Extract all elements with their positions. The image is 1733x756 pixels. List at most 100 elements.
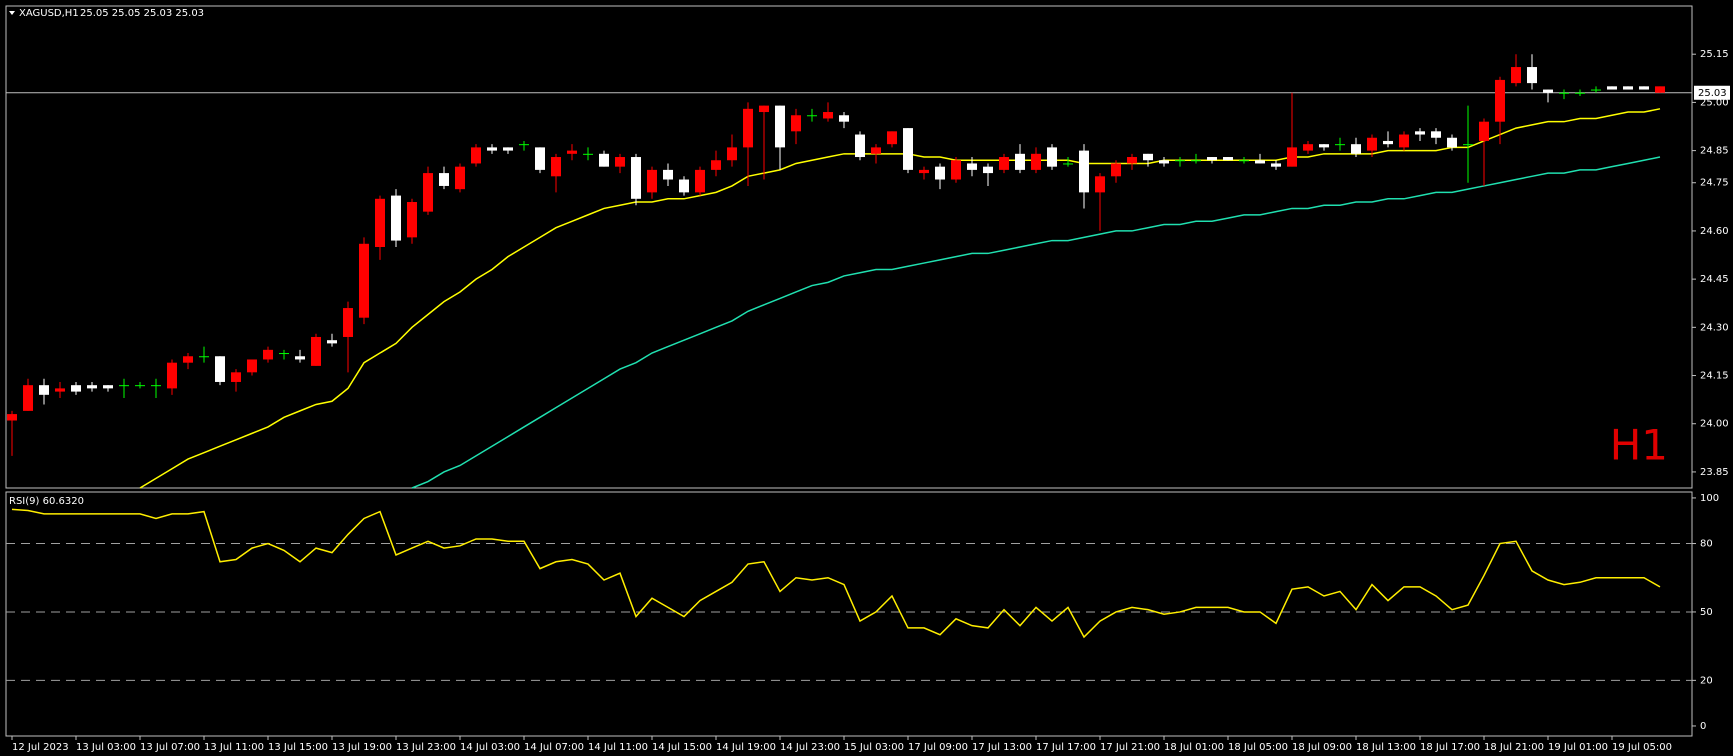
- candle-body: [1655, 86, 1665, 93]
- y-tick-label: 24.30: [1700, 322, 1729, 333]
- candle-body: [1351, 144, 1361, 154]
- x-tick-label: 14 Jul 07:00: [524, 742, 584, 753]
- candle-body: [727, 147, 737, 161]
- x-tick-label: 13 Jul 03:00: [76, 742, 136, 753]
- candle-body: [1319, 144, 1329, 148]
- candle-body: [567, 150, 577, 154]
- candle-body: [1175, 160, 1185, 162]
- candle-body: [807, 115, 817, 117]
- candle-body: [1527, 67, 1537, 84]
- candle-body: [1415, 131, 1425, 135]
- ohlc-readout: 25.05 25.05 25.03 25.03: [80, 8, 204, 19]
- x-tick-label: 17 Jul 13:00: [972, 742, 1032, 753]
- candle-body: [1575, 92, 1585, 94]
- candle-body: [167, 362, 177, 389]
- x-tick-label: 14 Jul 11:00: [588, 742, 648, 753]
- candle-body: [775, 105, 785, 148]
- x-tick-label: 13 Jul 15:00: [268, 742, 328, 753]
- candle-body: [1031, 153, 1041, 170]
- candle-body: [1191, 160, 1201, 162]
- candle-body: [1383, 140, 1393, 145]
- candle-body: [583, 153, 593, 155]
- candle-body: [471, 147, 481, 164]
- y-tick-label: 100: [1700, 493, 1719, 504]
- x-tick-label: 14 Jul 19:00: [716, 742, 776, 753]
- x-tick-label: 13 Jul 11:00: [204, 742, 264, 753]
- candle-body: [887, 131, 897, 145]
- candle-body: [199, 356, 209, 358]
- candle-body: [535, 147, 545, 170]
- menu-triangle[interactable]: [9, 11, 15, 15]
- candle-body: [615, 157, 625, 167]
- candle-body: [135, 385, 145, 387]
- candle-body: [1543, 89, 1553, 93]
- x-tick-label: 17 Jul 21:00: [1100, 742, 1160, 753]
- candle-body: [71, 385, 81, 392]
- candle-body: [855, 134, 865, 158]
- candle-body: [791, 115, 801, 132]
- candle-body: [55, 388, 65, 392]
- candle-body: [39, 385, 49, 395]
- candle-body: [87, 385, 97, 389]
- candle-body: [1063, 163, 1073, 165]
- candle-body: [423, 173, 433, 212]
- candle-body: [215, 356, 225, 382]
- x-tick-label: 13 Jul 19:00: [332, 742, 392, 753]
- candle-body: [1271, 163, 1281, 167]
- candle-body: [119, 385, 129, 387]
- candle-body: [1159, 160, 1169, 164]
- candle-body: [487, 147, 497, 151]
- candle-body: [1335, 144, 1345, 146]
- y-tick-label: 20: [1700, 675, 1713, 686]
- candle-body: [599, 153, 609, 167]
- x-tick-label: 18 Jul 17:00: [1420, 742, 1480, 753]
- candle-body: [359, 243, 369, 318]
- candle-body: [743, 108, 753, 148]
- rsi-title: RSI(9) 60.6320: [9, 496, 84, 507]
- y-tick-label: 24.00: [1700, 419, 1729, 430]
- price-panel: [5, 5, 1693, 489]
- candle-body: [7, 414, 17, 421]
- candle-body: [1111, 163, 1121, 177]
- candle-body: [231, 372, 241, 382]
- candle-body: [503, 147, 513, 151]
- candle-body: [327, 340, 337, 344]
- last-price-label: 25.03: [1698, 88, 1727, 99]
- candle-body: [103, 385, 113, 389]
- candle-body: [1095, 176, 1105, 193]
- candle-body: [1559, 92, 1569, 94]
- candle-body: [1607, 86, 1617, 90]
- x-tick-label: 12 Jul 2023: [12, 742, 69, 753]
- y-tick-label: 0: [1700, 721, 1706, 732]
- x-tick-label: 17 Jul 17:00: [1036, 742, 1096, 753]
- y-tick-label: 24.60: [1700, 226, 1729, 237]
- y-tick-label: 23.85: [1700, 467, 1729, 478]
- candle-body: [951, 160, 961, 180]
- candle-body: [151, 385, 161, 387]
- candle-body: [1399, 134, 1409, 148]
- candle-body: [839, 115, 849, 122]
- candle-body: [1287, 147, 1297, 167]
- candle-body: [1223, 157, 1233, 161]
- candle-body: [919, 169, 929, 174]
- chart-title: XAGUSD,H1: [19, 8, 79, 19]
- candle-body: [1591, 89, 1601, 91]
- candle-body: [903, 128, 913, 170]
- candle-body: [23, 385, 33, 411]
- candle-body: [663, 169, 673, 180]
- candle-body: [375, 198, 385, 247]
- x-tick-label: 18 Jul 09:00: [1292, 742, 1352, 753]
- candle-body: [1303, 144, 1313, 151]
- x-tick-label: 18 Jul 05:00: [1228, 742, 1288, 753]
- x-tick-label: 19 Jul 05:00: [1612, 742, 1672, 753]
- candle-body: [1495, 79, 1505, 122]
- candle-body: [1015, 153, 1025, 170]
- candle-body: [1639, 86, 1649, 90]
- x-tick-label: 13 Jul 23:00: [396, 742, 456, 753]
- candle-body: [1463, 144, 1473, 146]
- y-tick-label: 24.45: [1700, 274, 1729, 285]
- candle-body: [1479, 121, 1489, 141]
- candle-body: [455, 166, 465, 190]
